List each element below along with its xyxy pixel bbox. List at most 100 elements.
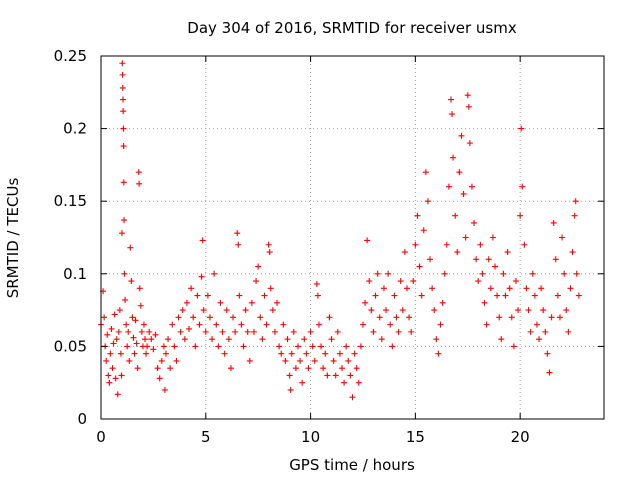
data-point	[284, 336, 291, 343]
data-point	[242, 307, 249, 314]
data-point	[198, 273, 205, 280]
data-point	[171, 343, 178, 350]
data-point	[117, 350, 124, 357]
data-point	[448, 96, 455, 103]
data-point	[134, 365, 141, 372]
data-point	[121, 270, 128, 277]
x-tick-label: 10	[301, 428, 320, 446]
data-point	[206, 314, 213, 321]
data-point	[414, 212, 421, 219]
data-point	[567, 285, 574, 292]
data-point	[359, 321, 366, 328]
data-point	[429, 285, 436, 292]
data-point	[380, 285, 387, 292]
data-point	[435, 350, 442, 357]
data-point	[445, 183, 452, 190]
data-point	[418, 292, 425, 299]
data-point	[162, 350, 169, 357]
data-point	[533, 321, 540, 328]
data-point	[156, 375, 163, 382]
x-tick-label: 15	[406, 428, 425, 446]
data-point	[556, 314, 563, 321]
data-point	[119, 71, 126, 78]
data-point	[441, 270, 448, 277]
data-point	[575, 292, 582, 299]
data-point	[343, 343, 350, 350]
data-point	[292, 365, 299, 372]
data-point	[244, 328, 251, 335]
data-point	[196, 321, 203, 328]
data-point	[313, 280, 320, 287]
data-point	[518, 125, 525, 132]
data-point	[127, 244, 134, 251]
data-point	[144, 343, 151, 350]
data-point	[466, 140, 473, 147]
data-point	[376, 314, 383, 321]
data-point	[227, 365, 234, 372]
data-point	[192, 343, 199, 350]
data-point	[109, 365, 116, 372]
data-point	[573, 270, 580, 277]
data-point	[142, 336, 149, 343]
data-point	[456, 169, 463, 176]
data-point	[121, 217, 128, 224]
data-point	[234, 230, 241, 237]
data-point	[165, 336, 172, 343]
data-point	[132, 317, 139, 324]
data-point	[215, 343, 222, 350]
data-point	[320, 365, 327, 372]
data-point	[571, 212, 578, 219]
data-point	[211, 270, 218, 277]
data-point	[119, 84, 126, 91]
plot-frame	[100, 55, 605, 420]
data-point	[173, 357, 180, 364]
data-point	[311, 357, 318, 364]
data-point	[194, 292, 201, 299]
data-point	[238, 321, 245, 328]
data-point	[393, 314, 400, 321]
data-point	[521, 241, 528, 248]
data-point	[391, 292, 398, 299]
data-point	[475, 278, 482, 285]
data-point	[280, 321, 287, 328]
data-point	[179, 307, 186, 314]
data-point	[181, 336, 188, 343]
data-point	[510, 343, 517, 350]
data-point	[225, 336, 232, 343]
data-point	[561, 270, 568, 277]
data-point	[269, 307, 276, 314]
data-point	[536, 336, 543, 343]
data-point	[259, 336, 266, 343]
data-point	[449, 111, 456, 118]
data-point	[266, 249, 273, 256]
data-point	[167, 365, 174, 372]
data-point	[138, 328, 145, 335]
data-point	[278, 350, 285, 357]
data-point	[504, 249, 511, 256]
data-point	[330, 357, 337, 364]
data-point	[550, 219, 557, 226]
data-point	[199, 237, 206, 244]
data-point	[544, 350, 551, 357]
data-point	[103, 357, 110, 364]
data-point	[253, 278, 260, 285]
data-point	[464, 92, 471, 99]
data-point	[305, 365, 312, 372]
data-point	[519, 183, 526, 190]
data-point	[473, 256, 480, 263]
data-point	[148, 336, 155, 343]
data-point	[261, 292, 268, 299]
data-point	[349, 394, 356, 401]
data-point	[512, 278, 519, 285]
data-point	[471, 219, 478, 226]
data-point	[410, 278, 417, 285]
data-point	[183, 299, 190, 306]
data-point	[295, 343, 302, 350]
data-point	[378, 336, 385, 343]
data-point	[540, 307, 547, 314]
data-point	[326, 314, 333, 321]
data-point	[154, 365, 161, 372]
data-point	[351, 350, 358, 357]
data-point	[450, 154, 457, 161]
